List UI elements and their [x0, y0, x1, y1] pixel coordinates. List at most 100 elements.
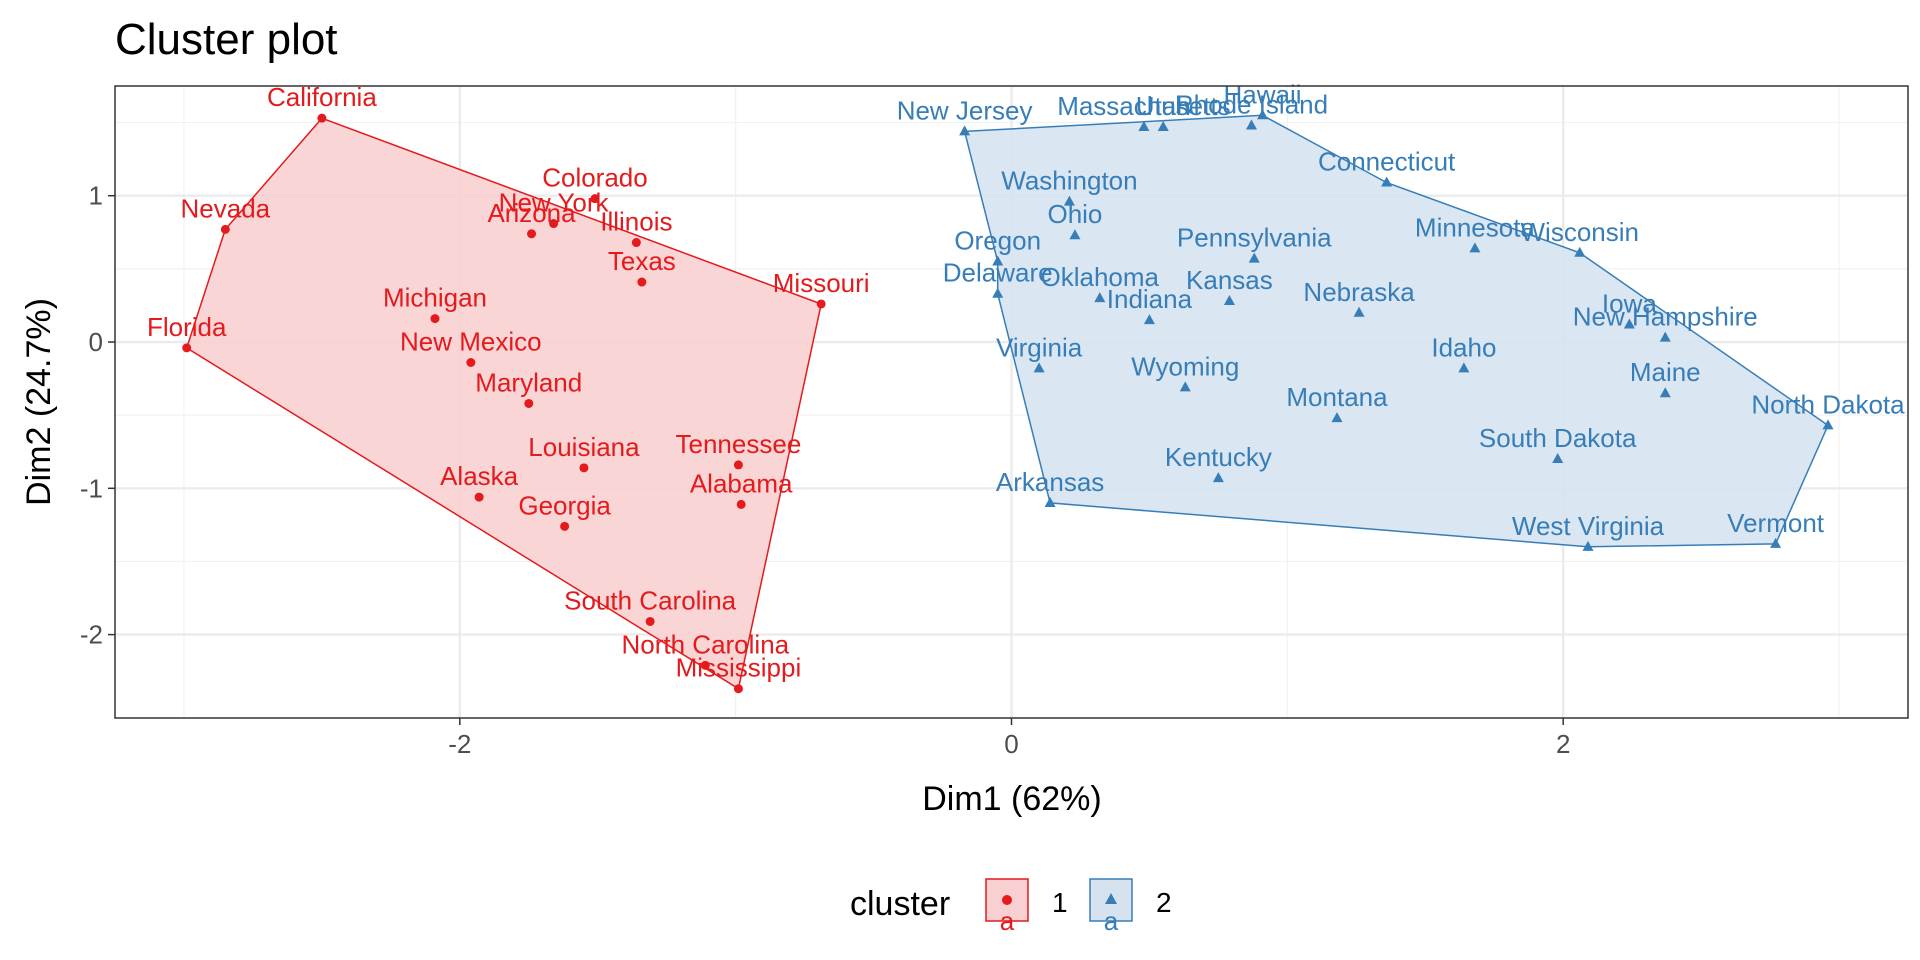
cluster-1-point [549, 219, 559, 229]
cluster-2-point [1143, 314, 1155, 325]
y-tick-label: 1 [89, 181, 103, 211]
y-axis-title: Dim2 (24.7%) [20, 298, 58, 506]
cluster-1-point-label: North Carolina [621, 629, 789, 659]
legend-key-2-point [1105, 893, 1117, 904]
cluster-2-point-label: Iowa [1602, 288, 1657, 318]
cluster-1-point [560, 521, 570, 531]
x-tick-label: 0 [1004, 729, 1018, 759]
legend-item-2: a 2 [1089, 878, 1172, 936]
cluster-2-point-label: Ohio [1047, 199, 1102, 229]
legend: cluster a 1 a 2 [850, 878, 1172, 936]
y-tick-label: -2 [80, 620, 103, 650]
cluster-2-point [1659, 387, 1671, 398]
cluster-2-point [1063, 195, 1075, 206]
cluster-2-point [1770, 537, 1782, 548]
cluster-2-point-label: Idaho [1431, 332, 1496, 362]
x-tick-label: -2 [448, 729, 471, 759]
cluster-1-point-label: Texas [608, 246, 676, 276]
chart-title: Cluster plot [115, 15, 338, 64]
cluster-2-point-label: New Hampshire [1573, 302, 1758, 332]
cluster-1-point-label: Tennessee [676, 429, 802, 459]
cluster-2-point [1331, 412, 1343, 423]
cluster-2-point-label: Kansas [1186, 265, 1273, 295]
cluster-2-point-label: Minnesota [1415, 212, 1535, 242]
cluster-1-point-label: Georgia [518, 490, 611, 520]
cluster-2-point-label: Washington [1001, 166, 1137, 196]
cluster-2-point-label: Pennsylvania [1177, 223, 1332, 253]
cluster-1-point [524, 398, 534, 408]
cluster-2-point [1822, 419, 1834, 430]
cluster-1-point [527, 229, 537, 239]
cluster-2-point-label: North Dakota [1751, 389, 1905, 419]
y-tick-label: 0 [89, 327, 103, 357]
cluster-1-point-label: Illinois [600, 207, 672, 237]
cluster-1-point [220, 224, 230, 234]
cluster-1-point [637, 277, 647, 287]
legend-title: cluster [850, 885, 950, 923]
cluster-1-point-label: Michigan [383, 283, 487, 313]
cluster-2-point-label: Wisconsin [1521, 217, 1639, 247]
legend-key-1-point [1002, 895, 1012, 905]
y-tick-label: -1 [80, 473, 103, 503]
cluster-1-point-label: Louisiana [528, 432, 640, 462]
cluster-2-point [959, 125, 971, 136]
legend-label-2: 2 [1156, 887, 1172, 918]
cluster-2-point-label: Utah [1136, 91, 1191, 121]
x-axis-title: Dim1 (62%) [922, 780, 1101, 818]
cluster-2-point-label: Nebraska [1303, 277, 1415, 307]
legend-label-1: 1 [1052, 887, 1068, 918]
cluster-1-point-label: California [267, 82, 377, 112]
cluster-1-point-label: Alaska [440, 461, 519, 491]
cluster-1-point [466, 358, 476, 367]
cluster-1-point [317, 113, 327, 123]
cluster-1-point [736, 499, 746, 509]
cluster-1-point [631, 238, 641, 248]
cluster-2-point [1582, 540, 1594, 551]
cluster-2-point-label: West Virginia [1512, 511, 1665, 541]
cluster-2-point-label: Virginia [996, 332, 1083, 362]
y-axis-ticks: -2 -1 0 1 [80, 181, 115, 650]
legend-item-1: a 1 [985, 878, 1068, 936]
legend-key-1-text: a [1000, 906, 1015, 936]
cluster-1-point-label: Maryland [475, 367, 582, 397]
cluster-2-point [1223, 295, 1235, 306]
cluster-1-point [700, 660, 710, 670]
cluster-1-point-label: Mississippi [676, 653, 802, 683]
cluster-2-point-label: Montana [1286, 382, 1388, 412]
cluster-1-point-label: Missouri [773, 268, 870, 298]
cluster-1-hull [185, 117, 823, 690]
cluster-2-point [1353, 306, 1365, 317]
legend-key-2-text: a [1104, 906, 1119, 936]
cluster-2-point-label: Massachusetts [1057, 91, 1230, 121]
cluster-2-point [1248, 252, 1260, 263]
cluster-2-point-label: South Dakota [1479, 423, 1637, 453]
cluster-1-point [182, 343, 192, 353]
cluster-2-point [992, 255, 1004, 266]
cluster-2-point [1381, 176, 1393, 187]
cluster-2-point [1094, 292, 1106, 303]
cluster-1-point [733, 684, 743, 694]
cluster-2-point-label: Oklahoma [1041, 262, 1160, 292]
cluster-2-point [1458, 362, 1470, 373]
cluster-2-point [1033, 362, 1045, 373]
cluster-2-point [1623, 318, 1635, 329]
cluster-2-point [992, 287, 1004, 298]
cluster-1-point-label: Nevada [181, 193, 271, 223]
cluster-2-point-label: Oregon [954, 226, 1041, 256]
cluster-1-point [579, 463, 589, 473]
cluster-1-point-label: New York [499, 188, 610, 218]
cluster-1-point-label: Florida [147, 312, 227, 342]
cluster-2-point-label: Rhode Island [1175, 90, 1328, 120]
cluster-1-point-label: South Carolina [564, 585, 737, 615]
cluster-2-point-label: Indiana [1107, 284, 1193, 314]
cluster-2-point-label: Hawaii [1224, 79, 1302, 109]
cluster-1-point [816, 299, 826, 309]
cluster-2-point [1469, 242, 1481, 253]
cluster-1-point-label: Colorado [542, 163, 648, 193]
data-points [182, 109, 1834, 694]
cluster-1-point [590, 194, 600, 204]
cluster-2-point [1179, 381, 1191, 392]
